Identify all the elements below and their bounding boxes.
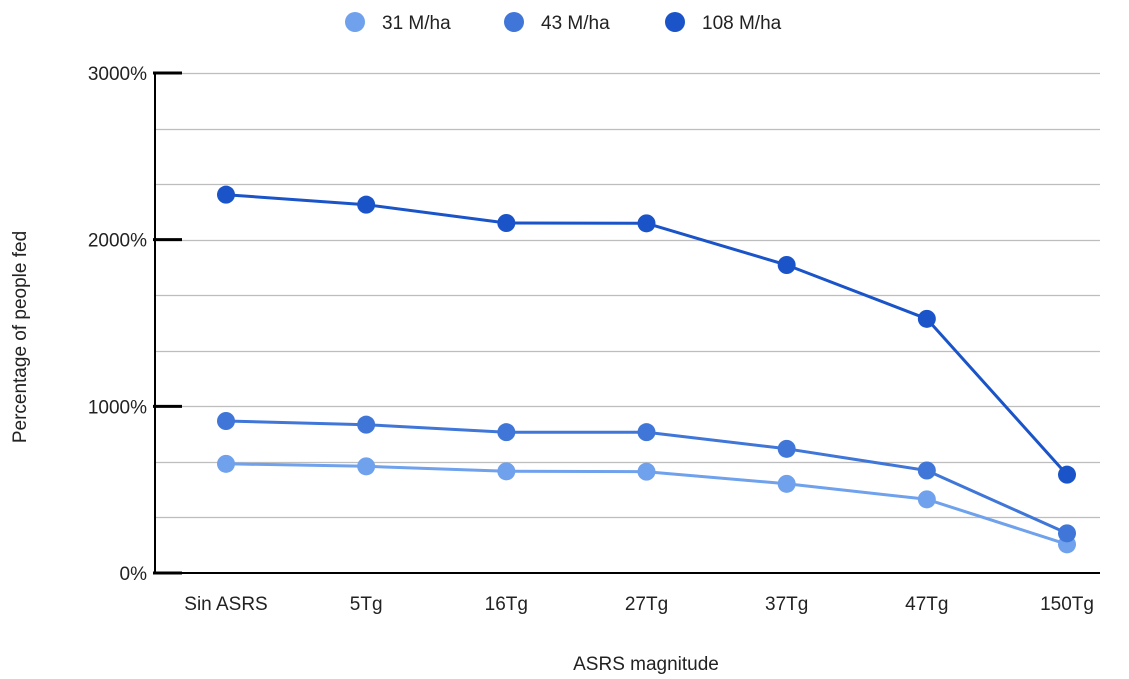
x-tick-label: 5Tg: [350, 594, 383, 615]
y-axis-title: Percentage of people fed: [10, 231, 31, 443]
data-point: [497, 462, 516, 481]
data-point: [497, 214, 516, 232]
x-tick-label: 150Tg: [1040, 594, 1094, 615]
x-tick-label: 37Tg: [765, 594, 808, 615]
x-tick-label: 27Tg: [625, 594, 668, 615]
series-layer: [217, 185, 1076, 554]
data-point: [637, 462, 656, 481]
data-point: [357, 457, 376, 476]
y-tick-label: 2000%: [88, 231, 147, 252]
data-point: [217, 185, 235, 204]
legend-label: 43 M/ha: [541, 13, 610, 34]
data-point: [217, 412, 235, 430]
gridlines: [155, 72, 1100, 519]
legend-marker: [665, 12, 685, 32]
legend-label: 108 M/ha: [702, 13, 782, 34]
data-point: [637, 214, 656, 233]
x-tick-label: 47Tg: [905, 594, 948, 615]
data-point: [777, 474, 796, 493]
data-point: [917, 490, 936, 509]
legend-item: 31 M/ha: [345, 12, 451, 34]
data-point: [357, 415, 376, 434]
legend-item: 43 M/ha: [504, 12, 610, 34]
x-tick-label: Sin ASRS: [184, 594, 267, 615]
data-point: [357, 195, 376, 214]
x-axis: Sin ASRS 5Tg 16Tg 27Tg 37Tg 47Tg 150Tg: [155, 572, 1100, 615]
y-axis: 0% 1000% 2000% 3000%: [88, 64, 182, 585]
legend-marker: [504, 12, 524, 32]
y-tick-label: 1000%: [88, 397, 147, 418]
data-point: [917, 309, 936, 328]
data-point: [1058, 465, 1076, 484]
legend-item: 108 M/ha: [665, 12, 782, 34]
data-point: [777, 256, 796, 274]
data-point: [917, 461, 936, 480]
legend-label: 31 M/ha: [382, 13, 451, 34]
x-tick-label: 16Tg: [485, 594, 528, 615]
series-43-m-ha: [217, 412, 1076, 543]
y-tick-label: 0%: [120, 564, 148, 585]
series-31-m-ha: [217, 454, 1076, 554]
series-108-m-ha: [217, 185, 1076, 484]
data-point: [497, 423, 516, 442]
x-axis-title: ASRS magnitude: [573, 654, 719, 675]
data-point: [217, 454, 235, 473]
data-point: [1058, 524, 1076, 543]
data-point: [637, 423, 656, 442]
legend-marker: [345, 12, 365, 32]
legend: 31 M/ha 43 M/ha 108 M/ha: [345, 12, 782, 34]
data-point: [777, 439, 796, 458]
y-tick-label: 3000%: [88, 64, 147, 85]
